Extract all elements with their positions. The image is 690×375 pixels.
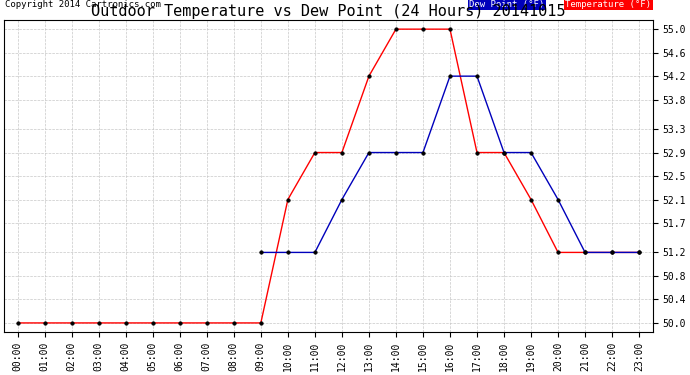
Title: Outdoor Temperature vs Dew Point (24 Hours) 20141015: Outdoor Temperature vs Dew Point (24 Hou…: [91, 4, 566, 19]
Text: Copyright 2014 Cartronics.com: Copyright 2014 Cartronics.com: [5, 0, 161, 9]
Text: Temperature (°F): Temperature (°F): [565, 0, 651, 9]
Text: Dew Point (°F): Dew Point (°F): [469, 0, 544, 9]
